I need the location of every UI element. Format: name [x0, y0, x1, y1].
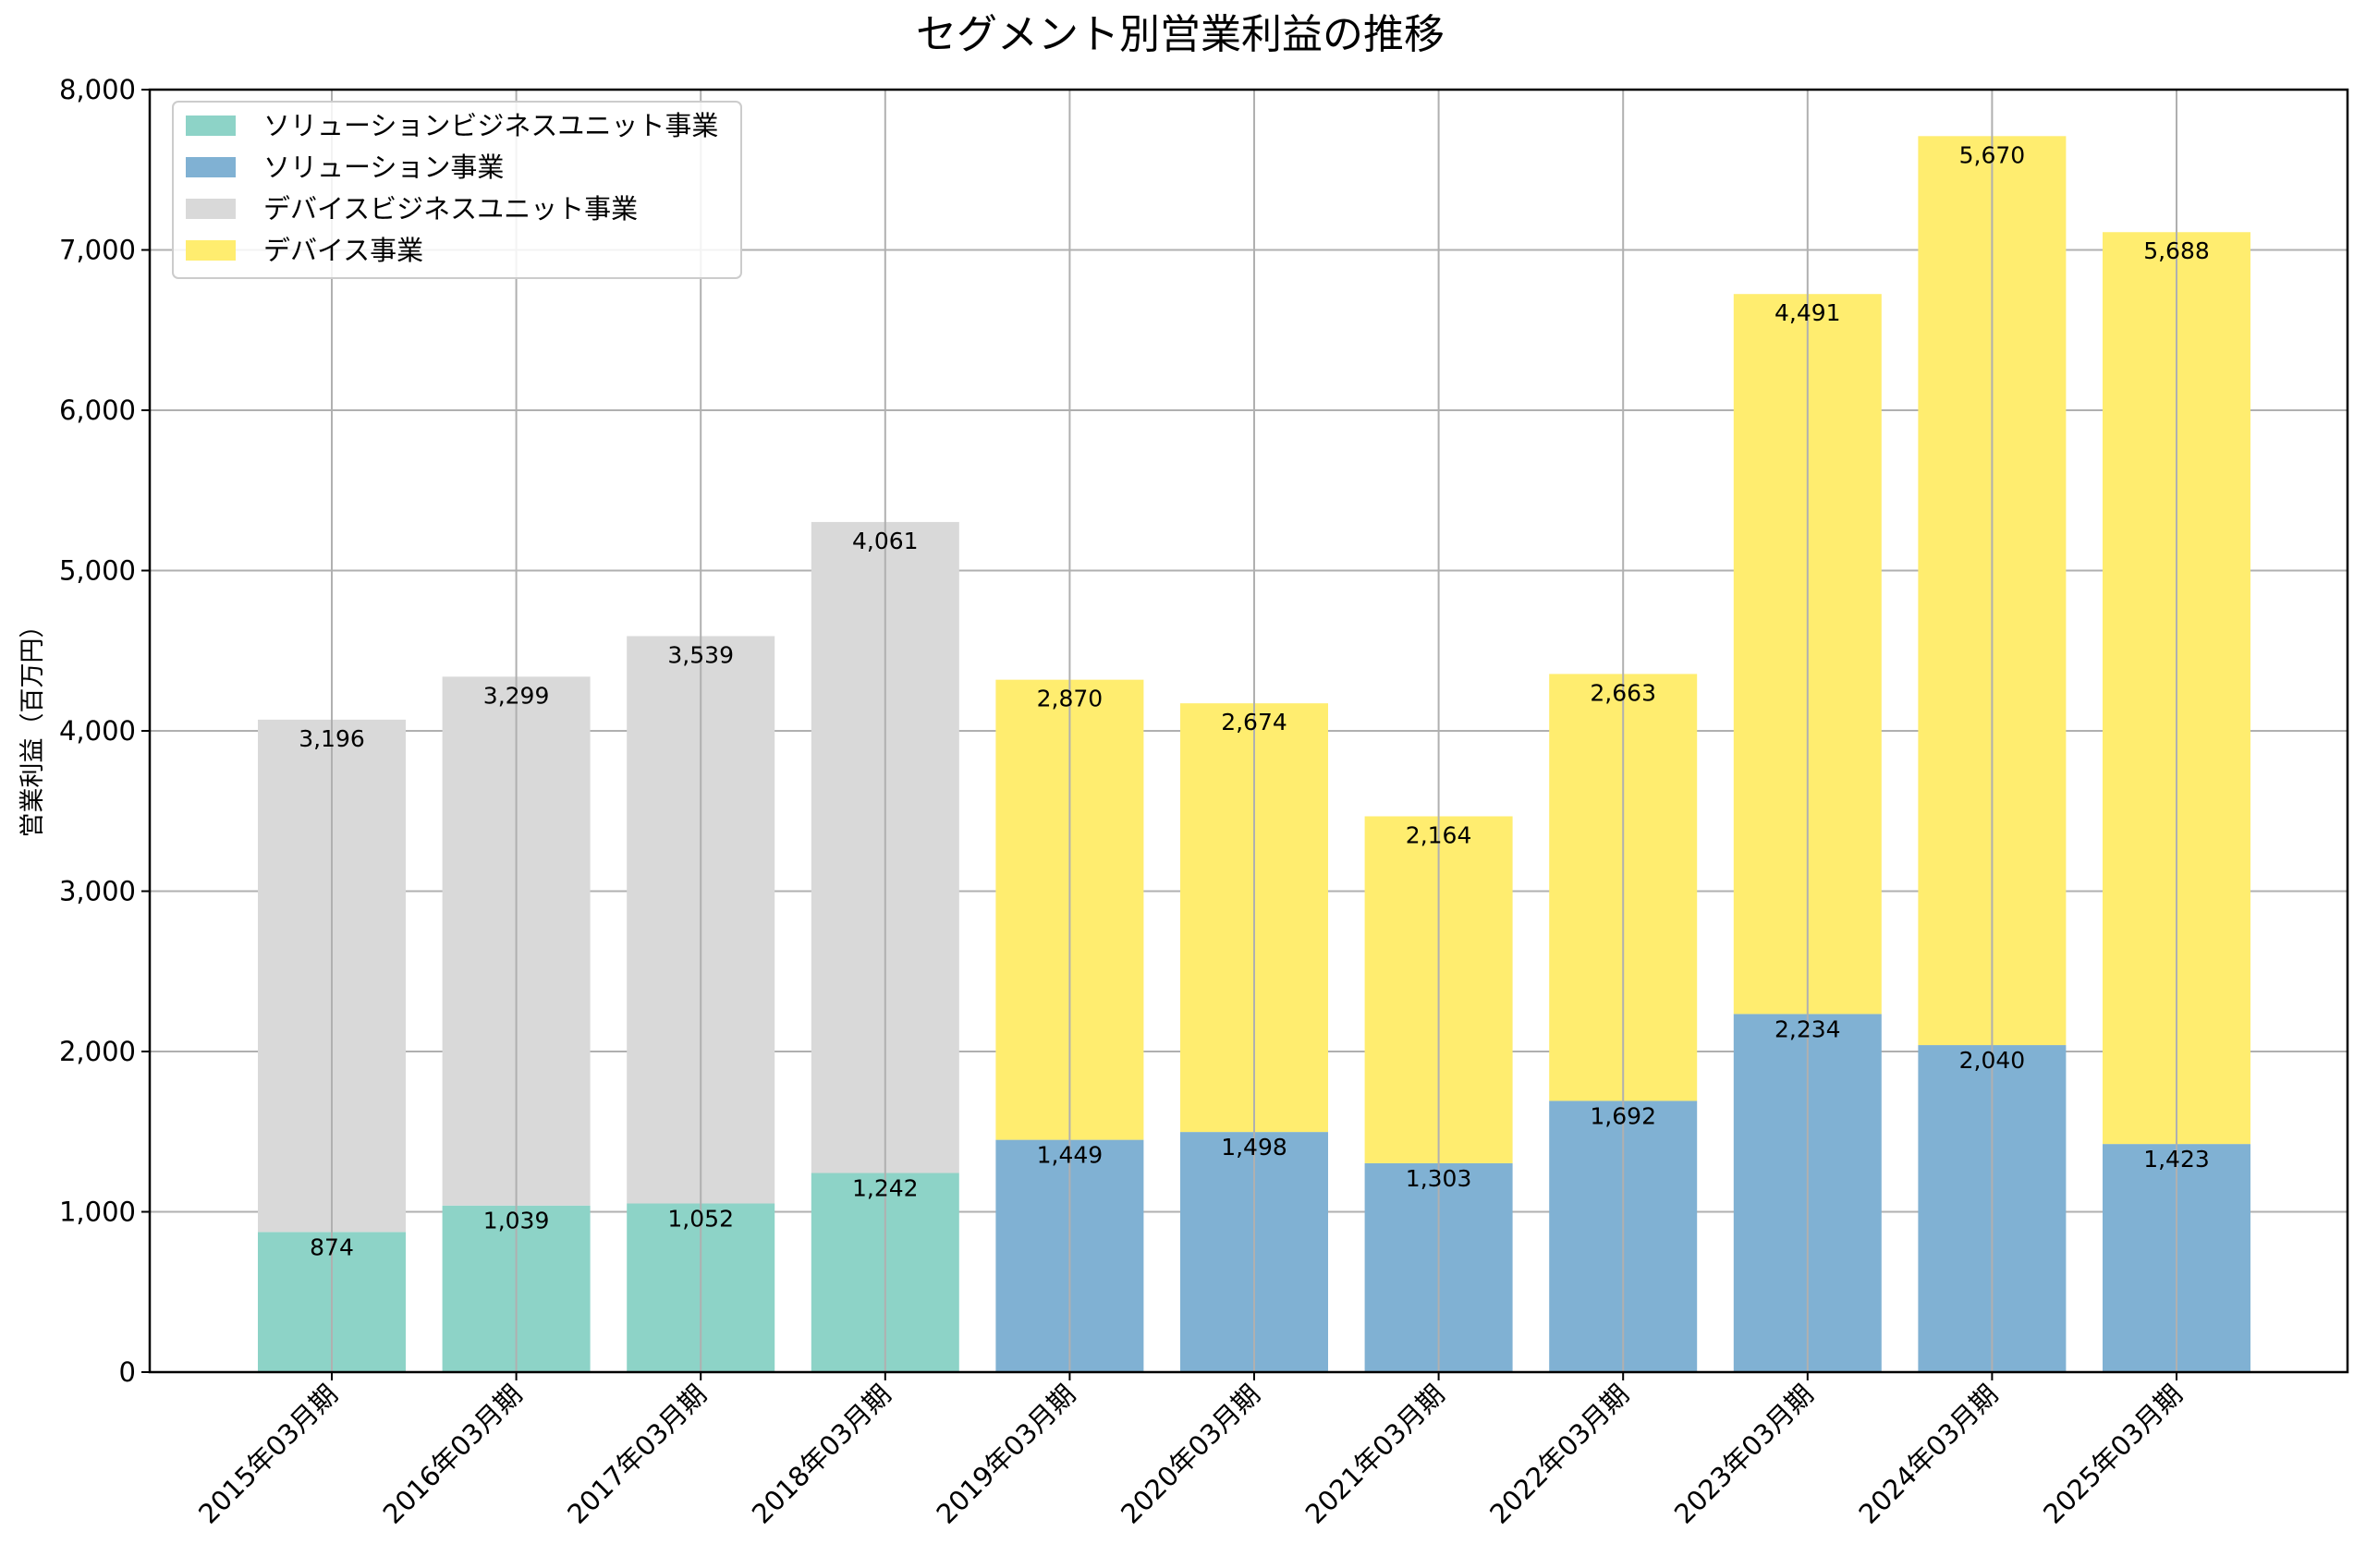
- legend: ソリューションビジネスユニット事業ソリューション事業デバイスビジネスユニット事業…: [172, 101, 742, 279]
- y-tick-label: 5,000: [59, 555, 136, 587]
- y-tick-label: 4,000: [59, 715, 136, 747]
- data-label: 4,061: [852, 528, 919, 554]
- data-label: 874: [310, 1234, 354, 1260]
- data-label: 1,242: [852, 1175, 919, 1202]
- legend-box: [172, 101, 742, 279]
- data-label: 1,052: [667, 1205, 734, 1232]
- data-label: 2,870: [1037, 686, 1104, 712]
- data-label: 4,491: [1774, 299, 1841, 326]
- legend-swatch: [186, 115, 236, 136]
- data-label: 5,688: [2143, 237, 2210, 264]
- data-label: 1,423: [2143, 1146, 2210, 1173]
- legend-swatch: [186, 199, 236, 219]
- legend-label: ソリューションビジネスユニット事業: [263, 110, 718, 141]
- data-label: 1,449: [1037, 1142, 1104, 1169]
- data-label: 2,674: [1221, 709, 1287, 735]
- data-label: 3,196: [299, 725, 365, 752]
- data-label: 3,299: [483, 682, 550, 709]
- y-tick-label: 8,000: [59, 74, 136, 105]
- y-tick-label: 3,000: [59, 876, 136, 907]
- y-tick-label: 1,000: [59, 1197, 136, 1228]
- data-label: 3,539: [667, 641, 734, 668]
- data-label: 1,498: [1221, 1134, 1287, 1161]
- data-label: 1,303: [1406, 1165, 1472, 1192]
- data-label: 2,663: [1590, 679, 1656, 706]
- data-label: 1,039: [483, 1208, 550, 1234]
- data-label: 2,164: [1406, 821, 1472, 848]
- legend-label: ソリューション事業: [263, 152, 504, 183]
- vertical-grid-lines: [331, 90, 2177, 1372]
- data-label: 1,692: [1590, 1102, 1656, 1129]
- y-axis-label: 営業利益（百万円）: [18, 614, 47, 838]
- chart-title: セグメント別営業利益の推移: [916, 11, 1445, 58]
- y-tick-label: 7,000: [59, 235, 136, 266]
- legend-label: デバイスビジネスユニット事業: [263, 193, 638, 225]
- data-labels: 874 3,196 1,039 3,299 1,052 3,539 1,242 4,061 1,…: [299, 141, 2210, 1260]
- y-tick-label: 0: [119, 1356, 136, 1388]
- legend-swatch: [186, 157, 236, 177]
- data-label: 5,670: [1959, 141, 2026, 168]
- legend-swatch: [186, 240, 236, 261]
- data-label: 2,234: [1774, 1015, 1841, 1042]
- y-tick-label: 2,000: [59, 1036, 136, 1067]
- legend-label: デバイス事業: [263, 235, 423, 266]
- y-tick-label: 6,000: [59, 395, 136, 426]
- data-label: 2,040: [1959, 1047, 2026, 1074]
